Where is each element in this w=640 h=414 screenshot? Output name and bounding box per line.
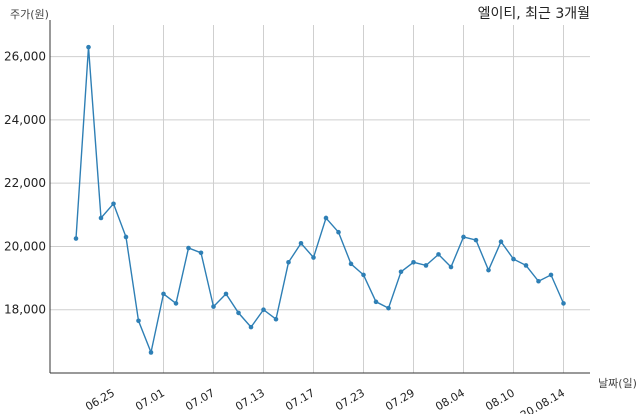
x-tick-label: 08.04	[433, 386, 467, 413]
price-data-point	[498, 239, 504, 245]
price-data-point	[536, 278, 541, 284]
price-data-point	[273, 316, 279, 322]
price-data-point	[298, 240, 304, 246]
price-data-point	[173, 301, 179, 306]
price-data-point	[223, 291, 229, 297]
price-data-point	[473, 237, 479, 243]
price-data-point	[386, 305, 391, 311]
price-data-point	[523, 263, 529, 268]
price-data-point	[86, 44, 91, 50]
price-data-point	[236, 310, 241, 316]
x-tick-label: 07.23	[333, 386, 367, 413]
price-data-point	[461, 234, 466, 240]
price-data-point	[373, 299, 379, 305]
price-data-point	[348, 261, 354, 267]
x-tick-label: 07.13	[233, 386, 267, 413]
price-data-point	[548, 272, 554, 278]
chart-title: 엘이티, 최근 3개월	[478, 6, 590, 22]
x-axis-label: 날짜(일)	[598, 376, 637, 390]
price-data-point	[448, 264, 454, 270]
price-data-point	[186, 245, 191, 251]
price-data-point	[261, 307, 266, 313]
price-data-point	[136, 318, 141, 324]
series-layer	[73, 44, 566, 355]
price-data-point	[98, 215, 104, 221]
y-tick-label: 24,000	[4, 113, 46, 127]
price-data-point	[561, 301, 566, 306]
price-data-point	[248, 324, 254, 330]
price-data-point	[436, 252, 441, 257]
y-tick-label: 22,000	[4, 176, 46, 190]
price-data-point	[423, 263, 429, 268]
y-axis-label: 주가(원)	[10, 8, 49, 21]
price-data-point	[486, 267, 491, 273]
price-data-point	[323, 215, 329, 221]
price-data-point	[398, 269, 404, 275]
x-tick-label: 07.29	[383, 386, 417, 413]
axis-layer	[49, 20, 590, 374]
price-data-point	[198, 250, 204, 256]
price-data-point	[411, 259, 416, 265]
x-tick-label: 07.07	[183, 386, 217, 413]
price-data-point	[148, 350, 154, 355]
price-data-point	[286, 259, 291, 265]
y-tick-label: 18,000	[4, 303, 46, 317]
x-tick-label: 07.17	[283, 386, 317, 413]
x-tick-label: 20.08.14	[518, 386, 567, 414]
price-series-line	[75, 47, 565, 355]
price-data-point	[211, 304, 216, 309]
y-tick-label: 20,000	[4, 239, 46, 253]
x-tick-label: 07.01	[133, 386, 167, 413]
x-tick-label: 08.10	[483, 386, 517, 413]
price-data-point	[511, 256, 516, 262]
price-data-point	[311, 255, 316, 260]
price-data-point	[111, 201, 116, 207]
price-data-point	[161, 291, 166, 297]
tick-layer: 18,000 20,000 22,000 24,000 26,000 06.25 07.01…	[4, 50, 567, 414]
y-tick-label: 26,000	[4, 50, 46, 64]
grid-layer	[50, 25, 590, 373]
x-tick-label: 06.25	[83, 386, 117, 413]
price-data-point	[336, 229, 341, 235]
price-data-point	[123, 234, 129, 240]
price-data-point	[361, 272, 366, 278]
price-data-point	[73, 236, 79, 241]
